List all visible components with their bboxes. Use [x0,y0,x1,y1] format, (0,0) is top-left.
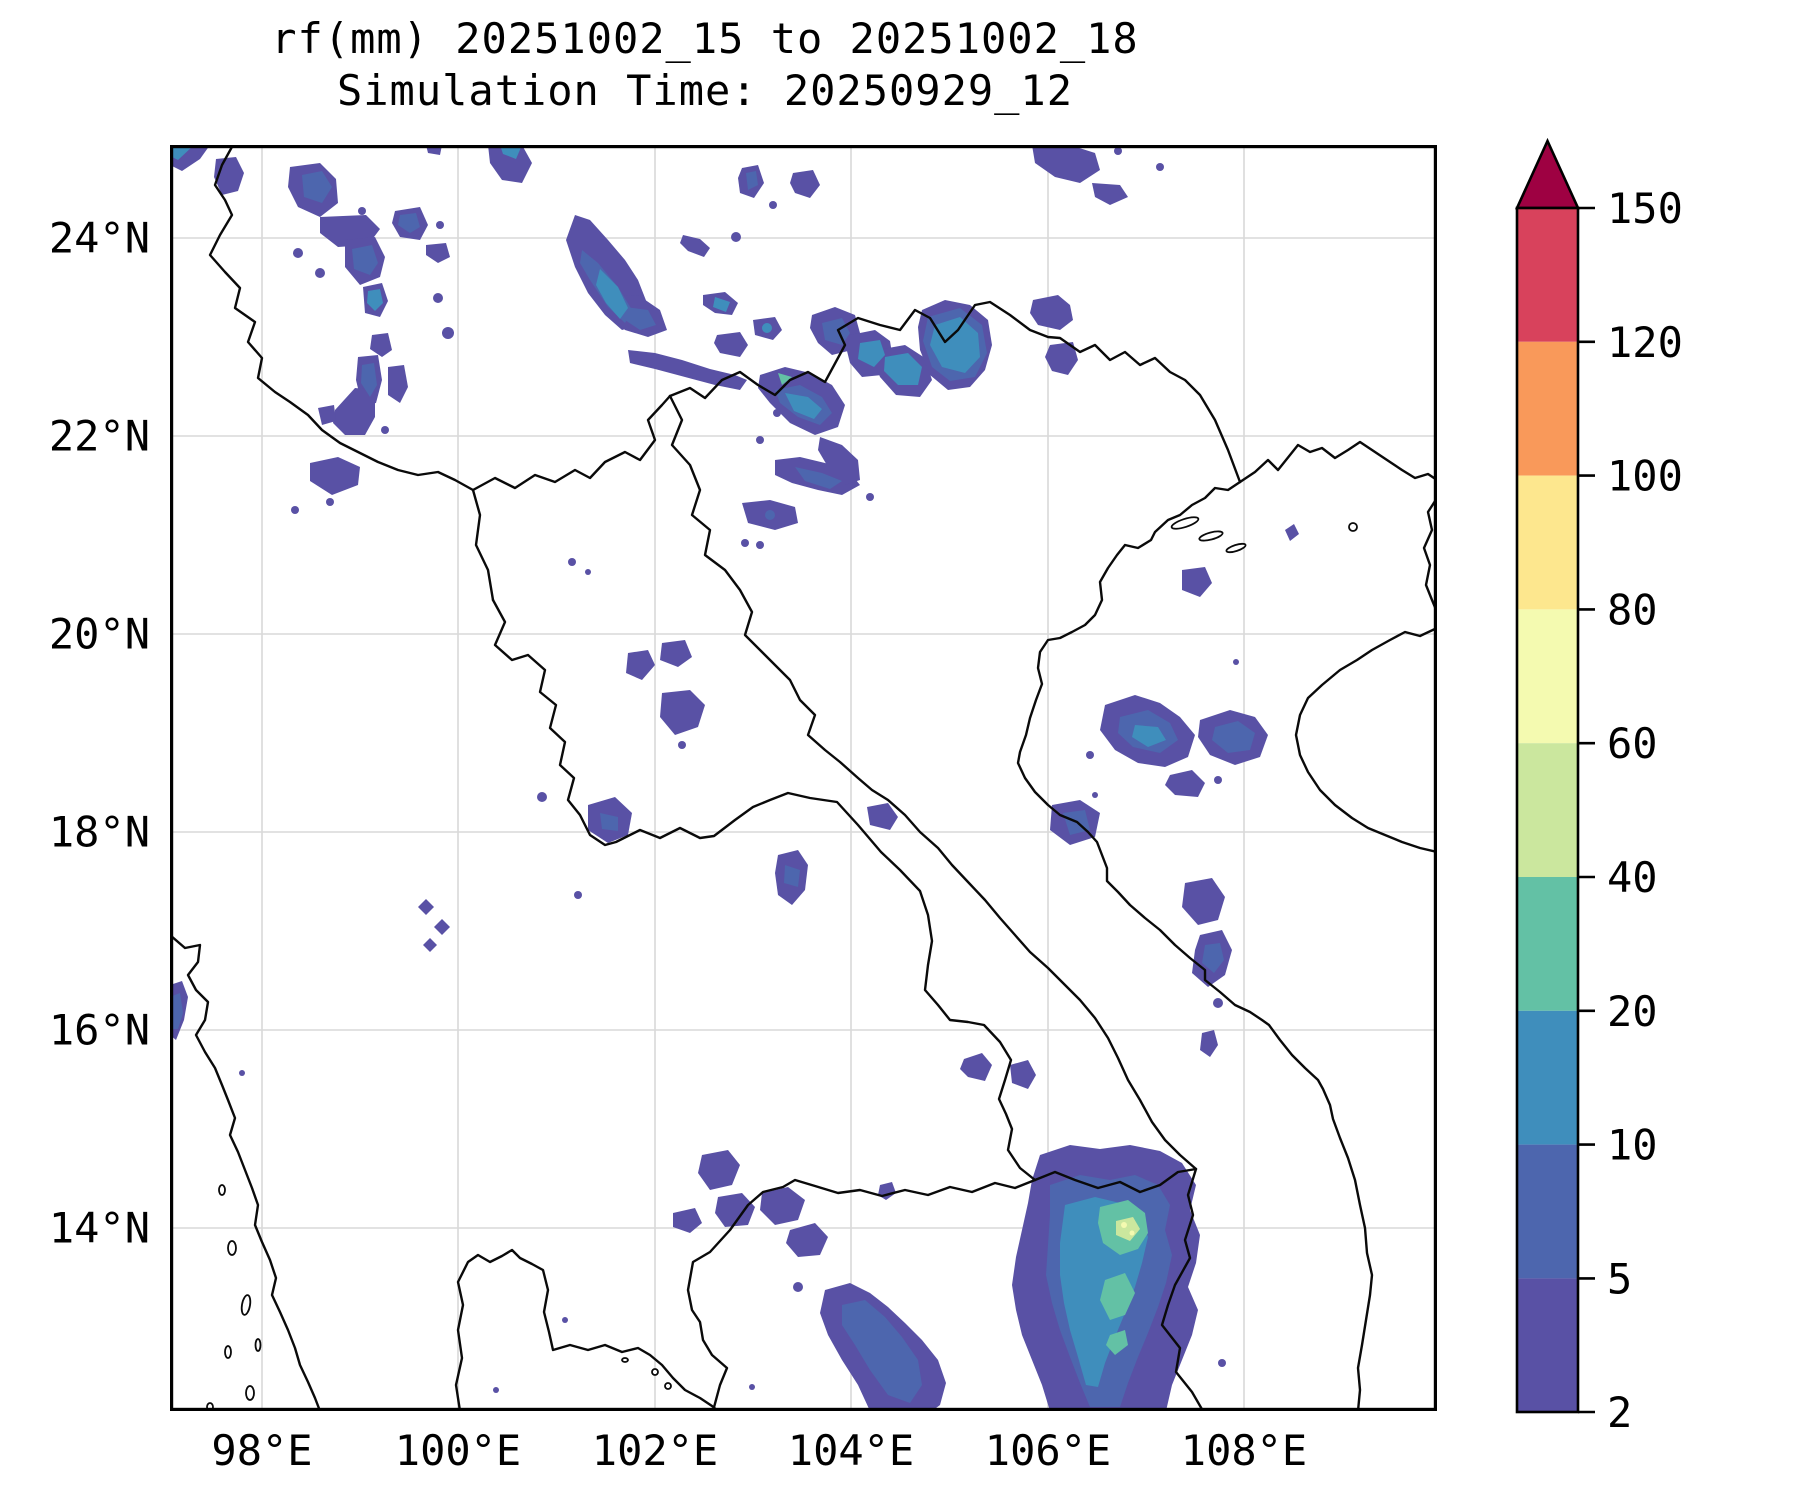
colorbar-overflow-arrow [1514,137,1581,210]
colorbar-outline [1515,206,1580,1414]
colorbar-segment [1517,1278,1578,1412]
colorbar-segment [1517,877,1578,1011]
coastline-china-guangxi [1238,440,1437,484]
border-laos-vietnam [668,394,1198,1171]
y-tick-label-20n: 20°N [48,609,150,659]
colorbar-segment [1517,609,1578,744]
border-china-vietnam [668,300,1242,484]
y-tick-label-18n: 18°N [48,807,150,857]
border-china-myanmar [208,145,475,492]
y-tick-label-14n: 14°N [48,1203,150,1253]
colorbar-tick-label: 150 [1607,184,1683,233]
y-tick-label-24n: 24°N [48,213,150,263]
colorbar-tick-label: 80 [1607,585,1658,634]
colorbar-segments [1517,208,1578,1412]
colorbar-tick-label: 5 [1607,1254,1632,1303]
colorbar-segment [1517,341,1578,476]
x-tick-label-98e: 98°E [211,1426,313,1475]
y-tick-label-22n: 22°N [48,411,150,461]
colorbar-ticks [1578,206,1595,1414]
x-tick-label-100e: 100°E [394,1426,522,1475]
coastline-hainan [1294,626,1437,854]
x-tick-label-106e: 106°E [984,1426,1112,1475]
x-tick-label-104e: 104°E [787,1426,915,1475]
x-tick-label-102e: 102°E [591,1426,719,1475]
colorbar-segment [1517,1144,1578,1279]
y-tick-label-16n: 16°N [48,1005,150,1055]
colorbar-segment [1517,1010,1578,1145]
rain-contour-layer-10-20mm [170,145,1166,1387]
island-outlines [206,516,1358,1411]
colorbar-segment [1517,475,1578,610]
coastline-leizhou-peninsula [1422,496,1437,614]
coastline-vietnam [1016,480,1374,1411]
map-gridlines [170,145,1437,1411]
map-frame [170,145,1437,1411]
colorbar-tick-label: 2 [1607,1388,1632,1437]
colorbar-panel: 150 120 100 80 60 40 20 10 5 2 [1495,130,1800,1460]
border-laos-cambodia-vietnam [1033,1167,1205,1411]
coastline-gulf-of-thailand [454,1248,720,1411]
border-thailand-laos [491,598,1037,1182]
map-panel [170,145,1437,1411]
coastline-myanmar-andaman [170,933,322,1411]
plot-title: rf(mm) 20251002_15 to 20251002_18 [271,14,1139,63]
colorbar-tick-label: 120 [1607,318,1683,367]
plot-subtitle: Simulation Time: 20250929_12 [336,66,1073,115]
colorbar-tick-labels: 150 120 100 80 60 40 20 10 5 2 [1607,184,1683,1437]
colorbar-svg: 150 120 100 80 60 40 20 10 5 2 [1514,137,1683,1437]
map-svg [170,145,1437,1411]
border-myanmar-laos-mekong [471,488,495,602]
border-china-laos [471,394,672,492]
colorbar-tick-label: 100 [1607,452,1683,501]
colorbar-tick-label: 60 [1607,719,1658,768]
border-thailand-cambodia [686,1178,1037,1411]
colorbar-segment [1517,208,1578,342]
rain-contour-layer-60-80mm [1121,1222,1135,1236]
x-tick-label-108e: 108°E [1180,1426,1308,1475]
colorbar-tick-label: 40 [1607,853,1658,902]
colorbar-tick-label: 20 [1607,987,1658,1036]
colorbar-tick-label: 10 [1607,1121,1658,1170]
colorbar-segment [1517,743,1578,877]
